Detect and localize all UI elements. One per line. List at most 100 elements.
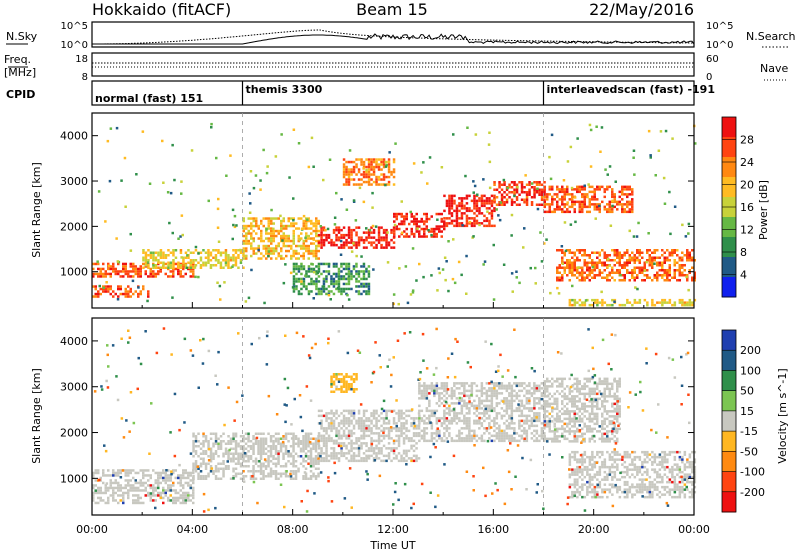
- heatmap-cell: [147, 249, 150, 252]
- heatmap-cell: [107, 268, 110, 271]
- heatmap-cell: [260, 450, 263, 453]
- heatmap-cell: [222, 440, 225, 443]
- heatmap-cell: [215, 435, 218, 438]
- heatmap-cell: [581, 428, 584, 431]
- heatmap-cell: [250, 440, 253, 443]
- heatmap-cell: [428, 440, 431, 443]
- heatmap-cell: [360, 173, 363, 176]
- heatmap-cell: [486, 417, 489, 420]
- heatmap-cell: [267, 465, 270, 468]
- heatmap-cell: [295, 435, 298, 438]
- scatter-cell: [375, 225, 378, 228]
- heatmap-cell: [175, 492, 178, 495]
- heatmap-cell: [385, 236, 388, 239]
- heatmap-cell: [408, 415, 411, 418]
- heatmap-cell: [112, 482, 115, 485]
- heatmap-cell: [674, 252, 677, 255]
- heatmap-cell: [523, 201, 526, 204]
- scatter-cell: [180, 192, 183, 195]
- heatmap-cell: [172, 499, 175, 502]
- heatmap-cell: [486, 207, 489, 210]
- heatmap-cell: [317, 475, 320, 478]
- heatmap-cell: [295, 460, 298, 463]
- heatmap-cell: [561, 259, 564, 262]
- heatmap-cell: [463, 395, 466, 398]
- heatmap-cell: [400, 455, 403, 458]
- heatmap-cell: [290, 478, 293, 481]
- heatmap-cell: [252, 443, 255, 446]
- heatmap-cell: [305, 232, 308, 235]
- heatmap-cell: [481, 212, 484, 215]
- heatmap-cell: [549, 403, 552, 406]
- heatmap-cell: [556, 208, 559, 211]
- heatmap-cell: [125, 265, 128, 268]
- heatmap-cell: [383, 173, 386, 176]
- scatter-cell: [655, 174, 658, 177]
- heatmap-cell: [526, 420, 529, 423]
- heatmap-cell: [353, 427, 356, 430]
- heatmap-cell: [160, 477, 163, 480]
- heatmap-cell: [127, 489, 130, 492]
- heatmap-cell: [257, 445, 260, 448]
- heatmap-cell: [584, 398, 587, 401]
- heatmap-cell: [197, 478, 200, 481]
- heatmap-cell: [631, 201, 634, 204]
- heatmap-cell: [614, 254, 617, 257]
- heatmap-cell: [373, 166, 376, 169]
- heatmap-cell: [594, 193, 597, 196]
- heatmap-cell: [368, 176, 371, 179]
- heatmap-cell: [285, 250, 288, 253]
- heatmap-cell: [192, 262, 195, 265]
- heatmap-cell: [501, 204, 504, 207]
- heatmap-cell: [358, 273, 361, 276]
- heatmap-cell: [255, 232, 258, 235]
- heatmap-cell: [538, 184, 541, 187]
- heatmap-cell: [250, 225, 253, 228]
- heatmap-cell: [375, 181, 378, 184]
- heatmap-cell: [182, 472, 185, 475]
- heatmap-cell: [624, 211, 627, 214]
- heatmap-cell: [579, 279, 582, 282]
- heatmap-cell: [345, 420, 348, 423]
- heatmap-cell: [368, 236, 371, 239]
- heatmap-cell: [245, 242, 248, 245]
- heatmap-cell: [561, 408, 564, 411]
- heatmap-cell: [483, 200, 486, 203]
- heatmap-cell: [167, 262, 170, 265]
- heatmap-cell: [398, 430, 401, 433]
- heatmap-cell: [443, 385, 446, 388]
- heatmap-cell: [679, 264, 682, 267]
- scatter-cell: [590, 129, 593, 132]
- heatmap-cell: [370, 420, 373, 423]
- heatmap-cell: [611, 211, 614, 214]
- heatmap-cell: [461, 405, 464, 408]
- heatmap-cell: [466, 390, 469, 393]
- heatmap-cell: [275, 470, 278, 473]
- heatmap-cell: [466, 197, 469, 200]
- heatmap-cell: [187, 482, 190, 485]
- heatmap-cell: [569, 267, 572, 270]
- heatmap-cell: [426, 392, 429, 395]
- heatmap-cell: [521, 412, 524, 415]
- heatmap-cell: [428, 402, 431, 405]
- heatmap-cell: [508, 427, 511, 430]
- scatter-cell: [352, 242, 355, 245]
- heatmap-cell: [574, 403, 577, 406]
- heatmap-cell: [230, 443, 233, 446]
- heatmap-cell: [285, 225, 288, 228]
- heatmap-cell: [549, 203, 552, 206]
- scatter-cell: [632, 157, 635, 160]
- heatmap-cell: [293, 225, 296, 228]
- heatmap-cell: [388, 176, 391, 179]
- heatmap-cell: [634, 259, 637, 262]
- heatmap-cell: [619, 262, 622, 265]
- heatmap-cell: [609, 254, 612, 257]
- heatmap-cell: [100, 268, 103, 271]
- heatmap-cell: [370, 422, 373, 425]
- heatmap-cell: [496, 395, 499, 398]
- heatmap-cell: [167, 264, 170, 267]
- heatmap-cell: [626, 272, 629, 275]
- heatmap-cell: [248, 240, 251, 243]
- heatmap-cell: [207, 443, 210, 446]
